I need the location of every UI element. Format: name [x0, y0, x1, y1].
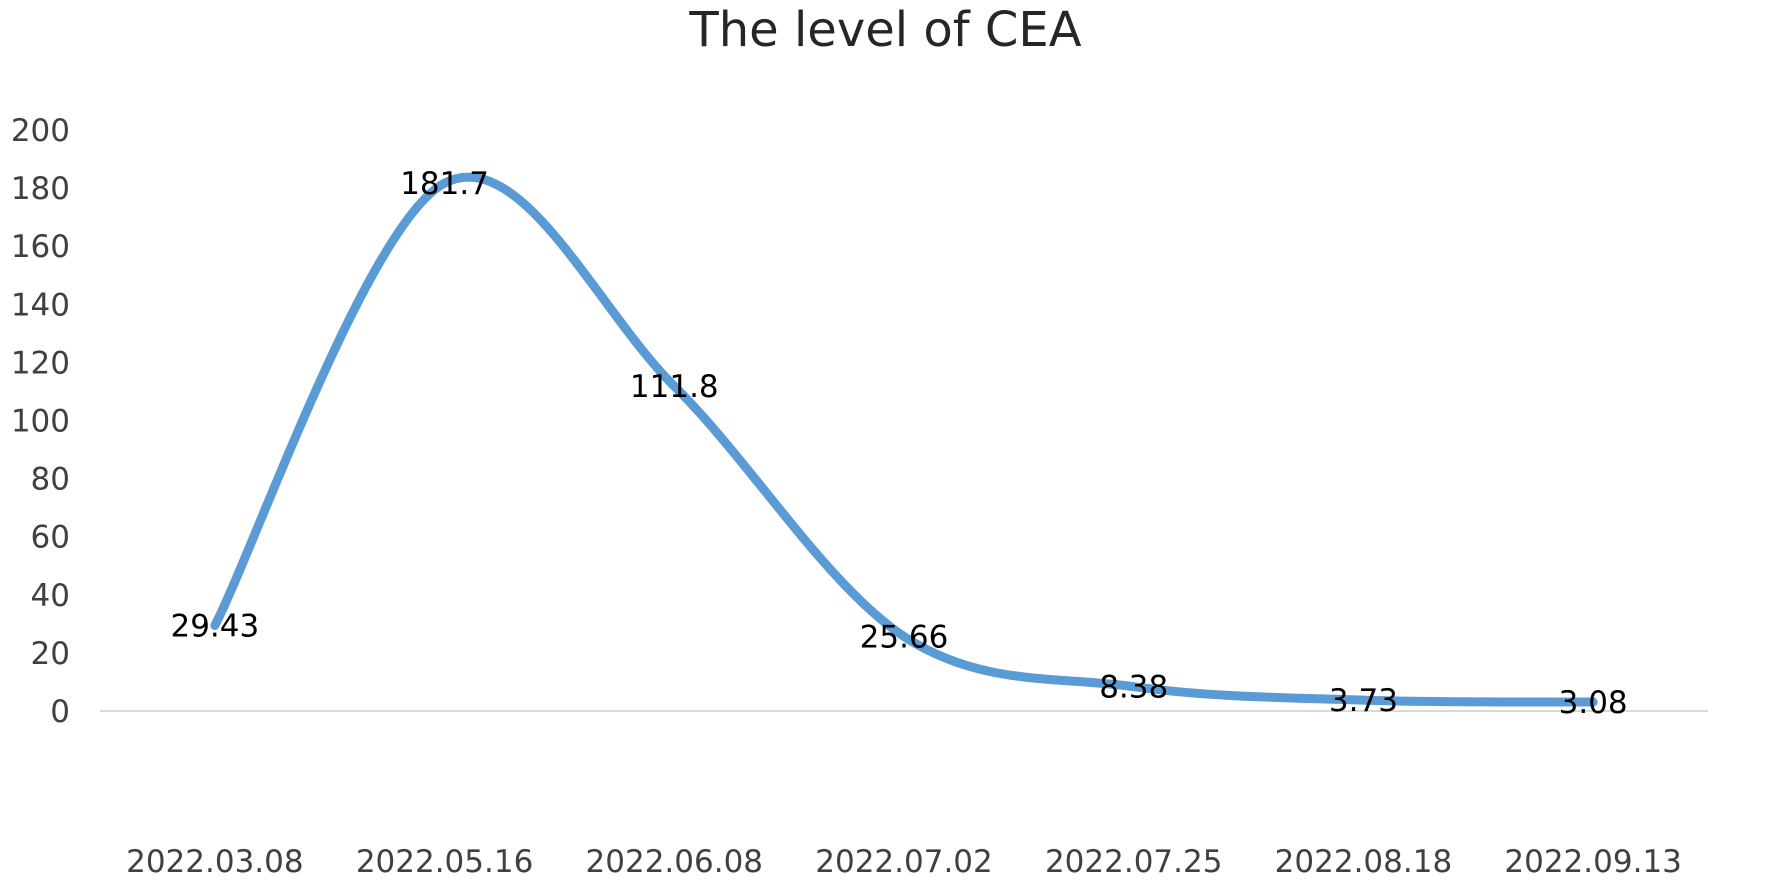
- y-axis: 0 20 40 60 80 100 120 140 160 180 200: [11, 113, 70, 730]
- x-tick-label: 2022.08.18: [1275, 844, 1453, 880]
- x-tick-label: 2022.09.13: [1504, 844, 1682, 880]
- y-tick-label: 160: [11, 229, 70, 265]
- data-label: 3.08: [1559, 685, 1628, 721]
- x-tick-label: 2022.05.16: [356, 844, 534, 880]
- data-label: 29.43: [170, 609, 259, 645]
- y-tick-label: 100: [11, 404, 70, 440]
- y-tick-label: 140: [11, 287, 70, 323]
- data-label: 181.7: [400, 166, 489, 202]
- y-tick-label: 0: [50, 694, 70, 730]
- data-label: 3.73: [1329, 683, 1398, 719]
- series-group: [210, 172, 1598, 707]
- data-label: 111.8: [630, 369, 719, 405]
- x-tick-label: 2022.07.02: [815, 844, 993, 880]
- x-axis: 2022.03.08 2022.05.16 2022.06.08 2022.07.02…: [100, 710, 1708, 880]
- data-labels: 29.43 181.7 111.8 25.66 8.38 3.73 3.08: [170, 166, 1627, 721]
- x-tick-label: 2022.06.08: [586, 844, 764, 880]
- x-tick-label: 2022.07.25: [1045, 844, 1223, 880]
- y-tick-label: 40: [31, 578, 70, 614]
- y-tick-label: 200: [11, 113, 70, 149]
- data-label: 25.66: [860, 619, 949, 655]
- x-tick-label: 2022.03.08: [126, 844, 304, 880]
- y-tick-label: 80: [31, 462, 70, 498]
- data-label: 8.38: [1099, 670, 1168, 706]
- y-tick-label: 180: [11, 171, 70, 207]
- y-tick-label: 60: [31, 520, 70, 556]
- series-line: [210, 172, 1598, 707]
- chart-title: The level of CEA: [689, 2, 1082, 58]
- y-tick-label: 120: [11, 345, 70, 381]
- y-tick-label: 20: [31, 636, 70, 672]
